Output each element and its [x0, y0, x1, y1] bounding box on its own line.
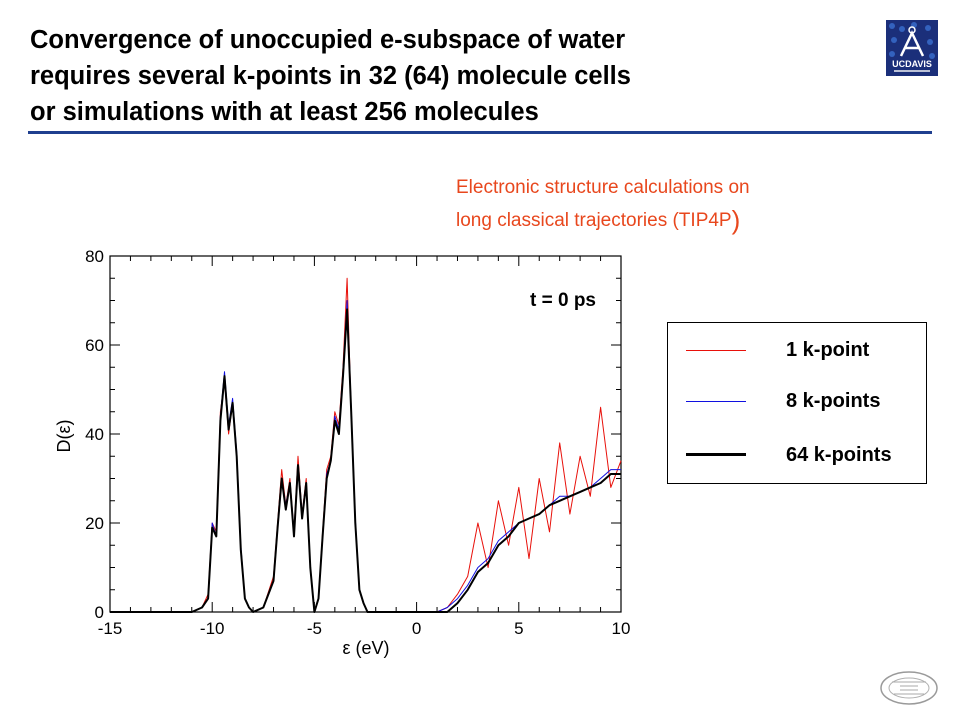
caption-close-paren: ): [731, 205, 741, 235]
x-tick-label: 0: [412, 619, 421, 638]
x-tick-label: -15: [98, 619, 123, 638]
legend-label: 8 k-points: [786, 390, 881, 412]
caption-line-2: long classical trajectories (TIP4P): [456, 204, 896, 237]
slide-title-line: or simulations with at least 256 molecul…: [30, 98, 539, 126]
y-tick-label: 40: [85, 425, 104, 444]
y-tick-label: 20: [85, 514, 104, 533]
legend-item: 1 k-point: [668, 335, 928, 365]
logo-wordmark: UCDAVIS: [892, 59, 932, 69]
chart-legend: 1 k-point 8 k-points 64 k-points: [667, 322, 927, 484]
x-tick-label: 5: [514, 619, 523, 638]
y-axis-label: D(ε): [54, 419, 74, 452]
slide-title-line: requires several k-points in 32 (64) mol…: [30, 62, 631, 90]
slide-title: Convergence of unoccupied e-subspace of …: [30, 22, 830, 130]
y-tick-label: 60: [85, 336, 104, 355]
series-line-2: [110, 300, 621, 613]
title-divider: [28, 131, 932, 134]
x-axis-label: ε (eV): [342, 638, 389, 658]
legend-item: 8 k-points: [668, 386, 928, 416]
legend-swatch: [686, 453, 746, 456]
y-tick-label: 80: [85, 247, 104, 266]
legend-swatch: [686, 350, 746, 351]
slide-title-line: Convergence of unoccupied e-subspace of …: [30, 26, 626, 54]
y-tick-label: 0: [95, 603, 104, 622]
x-tick-label: -10: [200, 619, 225, 638]
x-tick-label: -5: [307, 619, 322, 638]
chart-caption: Electronic structure calculations on lon…: [456, 172, 896, 237]
x-tick-label: 10: [612, 619, 631, 638]
legend-swatch: [686, 401, 746, 402]
caption-line: Electronic structure calculations on: [456, 177, 750, 198]
legend-item: 64 k-points: [668, 440, 928, 470]
caption-line-text: long classical trajectories (TIP4P: [456, 210, 732, 231]
legend-label: 64 k-points: [786, 444, 892, 466]
time-annotation: t = 0 ps: [530, 290, 596, 311]
y-tick-labels: 0 20 40 60 80: [85, 247, 104, 622]
series-line-1: [110, 277, 622, 613]
legend-label: 1 k-point: [786, 339, 870, 361]
series-lines: [110, 277, 622, 613]
university-seal-icon: [880, 671, 938, 705]
x-tick-labels: -15 -10 -5 0 5 10: [98, 619, 631, 638]
series-line-3: [110, 308, 621, 613]
ucdavis-logo: UCDAVIS: [886, 20, 938, 76]
